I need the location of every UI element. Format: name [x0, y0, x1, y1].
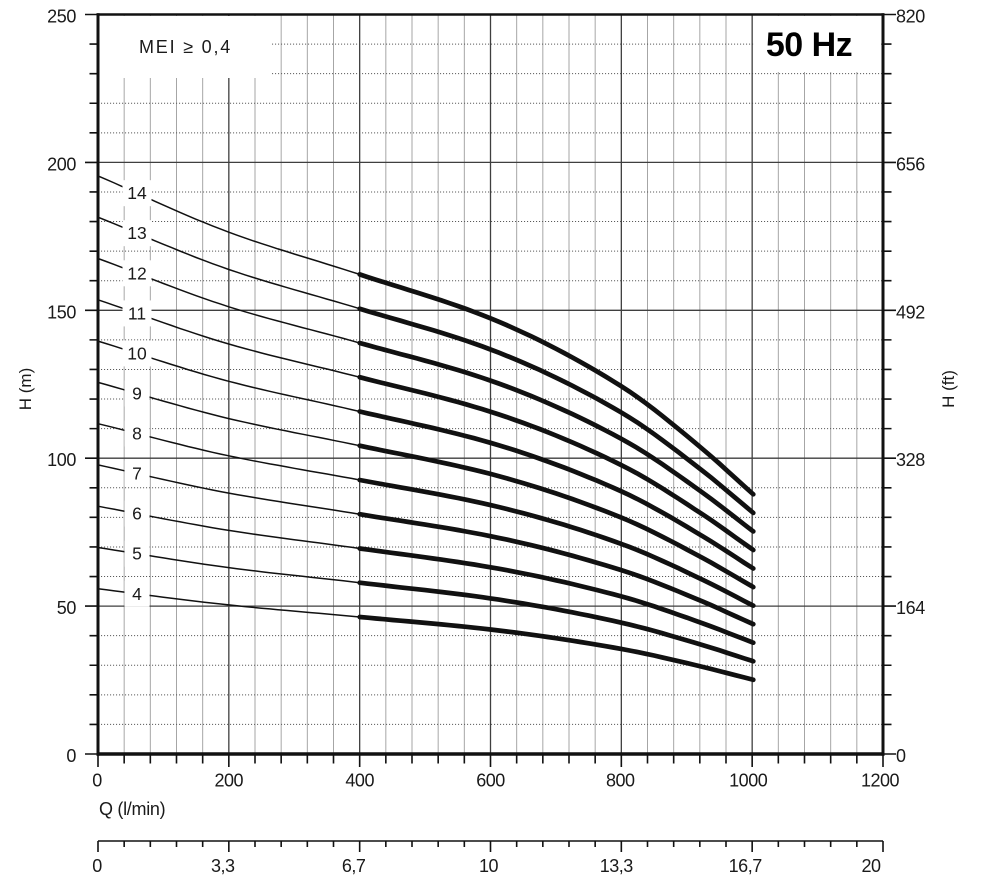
svg-text:328: 328 — [896, 450, 925, 470]
svg-text:820: 820 — [896, 7, 925, 27]
svg-text:11: 11 — [128, 303, 146, 323]
svg-text:6,7: 6,7 — [342, 856, 366, 876]
svg-text:0: 0 — [92, 771, 102, 791]
svg-text:16,7: 16,7 — [729, 856, 763, 876]
svg-text:5: 5 — [132, 544, 142, 564]
svg-text:164: 164 — [896, 598, 925, 618]
svg-text:8: 8 — [132, 424, 142, 444]
svg-text:13: 13 — [127, 223, 146, 243]
svg-text:H (ft): H (ft) — [939, 370, 958, 408]
svg-text:12: 12 — [127, 263, 146, 283]
svg-text:0: 0 — [92, 856, 102, 876]
svg-text:0: 0 — [896, 746, 906, 766]
svg-text:0: 0 — [66, 746, 76, 766]
svg-text:10: 10 — [127, 343, 147, 363]
svg-text:Q (l/min): Q (l/min) — [99, 799, 165, 819]
svg-text:800: 800 — [606, 771, 635, 791]
svg-text:50: 50 — [57, 598, 77, 618]
svg-text:H (m): H (m) — [16, 368, 35, 410]
svg-text:14: 14 — [127, 183, 147, 203]
svg-text:13,3: 13,3 — [600, 856, 634, 876]
svg-text:1200: 1200 — [861, 771, 900, 791]
svg-text:600: 600 — [476, 771, 505, 791]
svg-text:20: 20 — [861, 856, 881, 876]
svg-text:150: 150 — [47, 302, 76, 322]
svg-text:50 Hz: 50 Hz — [766, 26, 852, 64]
svg-text:1000: 1000 — [729, 771, 768, 791]
svg-text:656: 656 — [896, 154, 925, 174]
svg-text:10: 10 — [479, 856, 499, 876]
svg-text:7: 7 — [132, 464, 142, 484]
svg-text:6: 6 — [132, 504, 142, 524]
svg-text:200: 200 — [47, 154, 76, 174]
svg-text:3,3: 3,3 — [211, 856, 235, 876]
svg-text:100: 100 — [47, 450, 76, 470]
svg-text:200: 200 — [215, 771, 244, 791]
svg-text:492: 492 — [896, 302, 925, 322]
svg-text:250: 250 — [47, 7, 76, 27]
svg-text:9: 9 — [132, 384, 142, 404]
svg-text:4: 4 — [132, 584, 142, 604]
svg-text:MEI ≥ 0,4: MEI ≥ 0,4 — [139, 37, 232, 57]
svg-text:400: 400 — [345, 771, 374, 791]
